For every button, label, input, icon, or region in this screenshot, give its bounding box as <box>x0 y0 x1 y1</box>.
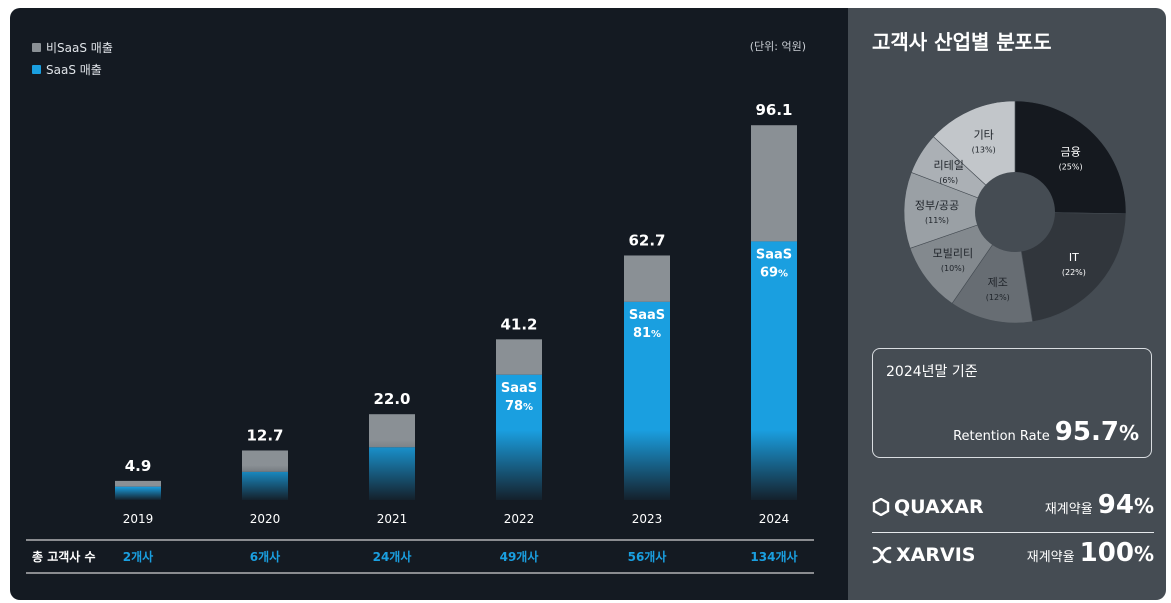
retention-unit: % <box>1118 421 1139 445</box>
customer-count-2021: 24개사 <box>373 549 412 564</box>
revenue-bar-chart: 4.9 2019 12.7 2020 22.0 2021 41.2 2022 SaaS 78% 62… <box>26 101 814 574</box>
bar-fade-2023 <box>624 430 670 500</box>
bar-fade-2020 <box>242 465 288 500</box>
x-tick-label-2023: 2023 <box>632 512 663 526</box>
saas-share-value-2023: 81% <box>633 326 661 341</box>
bar-fade-2019 <box>115 486 161 500</box>
legend-item-non-saas: 비SaaS 매출 <box>32 36 113 58</box>
saas-share-value-2022: 78% <box>505 399 533 414</box>
brand-rate-unit-xarvis: % <box>1133 542 1154 566</box>
x-tick-label-2020: 2020 <box>250 512 281 526</box>
x-tick-label-2022: 2022 <box>504 512 535 526</box>
pie-slice-pct-2: (12%) <box>986 293 1010 302</box>
retention-period: 2024년말 기준 <box>886 364 978 380</box>
brand-rate-label-xarvis: 재계약율 <box>1026 550 1075 565</box>
industry-donut-chart: 금융 (25%) IT (22%) 제조 (12%) 모빌리티 (10%) 정부/공공 (11%)… <box>903 100 1127 324</box>
revenue-chart-panel: 비SaaS 매출 SaaS 매출 (단위: 억원) 4.9 2019 12.7 202… <box>10 8 848 600</box>
legend-label-non-saas: 비SaaS 매출 <box>46 40 113 55</box>
legend-swatch-saas <box>32 64 41 74</box>
unit-note: (단위: 억원) <box>749 40 806 53</box>
retention-line: Retention Rate 95.7% <box>953 417 1139 447</box>
pie-slice-pct-0: (25%) <box>1059 162 1083 171</box>
bar-total-label-2022: 41.2 <box>500 315 537 333</box>
brand-row-quaxar: QUAXAR 재계약율 94% <box>872 490 1154 532</box>
brand-row-xarvis: XARVIS 재계약율 100% <box>872 538 1154 580</box>
bar-non-saas-2019 <box>115 480 161 487</box>
bar-total-label-2020: 12.7 <box>246 426 283 444</box>
x-tick-label-2024: 2024 <box>759 512 790 526</box>
brand-name-xarvis: XARVIS <box>872 544 975 566</box>
brand-divider <box>872 532 1154 533</box>
bar-fade-2024 <box>751 430 797 500</box>
brand-name-quaxar: QUAXAR <box>872 496 984 518</box>
chart-legend: 비SaaS 매출 SaaS 매출 <box>32 36 113 80</box>
bar-total-label-2024: 96.1 <box>755 101 792 119</box>
customers-row-label: 총 고객사 수 <box>32 549 96 564</box>
bar-total-label-2021: 22.0 <box>373 390 410 408</box>
pie-slice-pct-5: (6%) <box>939 176 958 185</box>
pie-slice-label-2: 제조 <box>988 276 1008 289</box>
brand-rate-value-xarvis: 100 <box>1079 538 1134 568</box>
pie-slice-pct-6: (13%) <box>972 146 996 155</box>
saas-share-value-2024: 69% <box>760 265 788 280</box>
xarvis-logo-icon <box>872 546 892 564</box>
brand-label-quaxar: QUAXAR <box>894 496 984 518</box>
pie-slice-label-4: 정부/공공 <box>915 199 959 212</box>
pie-slice-label-3: 모빌리티 <box>933 247 973 260</box>
pie-slice-label-1: IT <box>1069 251 1079 264</box>
brand-rate-unit-quaxar: % <box>1133 494 1154 518</box>
legend-label-saas: SaaS 매출 <box>46 62 102 77</box>
legend-item-saas: SaaS 매출 <box>32 58 113 80</box>
brand-rate-label-quaxar: 재계약율 <box>1044 502 1093 517</box>
saas-share-label-2024: SaaS <box>756 247 792 262</box>
retention-label: Retention Rate <box>953 429 1050 444</box>
saas-share-label-2022: SaaS <box>501 381 537 396</box>
pie-slice-pct-1: (22%) <box>1062 268 1086 277</box>
pie-slice-pct-3: (10%) <box>941 264 965 273</box>
bar-non-saas-2022 <box>496 339 542 375</box>
customer-count-2024: 134개사 <box>750 549 797 564</box>
bar-non-saas-2024 <box>751 125 797 242</box>
quaxar-logo-icon <box>872 498 890 516</box>
retention-value: 95.7 <box>1054 417 1119 447</box>
pie-chart-title: 고객사 산업별 분포도 <box>872 30 1052 54</box>
bar-fade-2022 <box>496 430 542 500</box>
donut-hole <box>975 172 1055 252</box>
pie-slice-pct-4: (11%) <box>925 216 949 225</box>
pie-slice-label-6: 기타 <box>974 129 994 142</box>
saas-share-label-2023: SaaS <box>629 308 665 323</box>
pie-slice-label-0: 금융 <box>1060 145 1080 158</box>
customer-count-2019: 2개사 <box>123 549 153 564</box>
bar-total-label-2023: 62.7 <box>628 231 665 249</box>
customer-count-2022: 49개사 <box>500 549 539 564</box>
brand-rate-xarvis: 재계약율 100% <box>1027 538 1154 568</box>
brand-rate-value-quaxar: 94 <box>1097 490 1134 520</box>
customer-industry-panel: 고객사 산업별 분포도 금융 (25%) IT (22%) 제조 (12%) 모빌리티 (10… <box>848 8 1166 600</box>
pie-slice-4 <box>903 172 1016 249</box>
bar-fade-2021 <box>369 439 415 500</box>
pie-slice-label-5: 리테일 <box>934 158 964 172</box>
brand-label-xarvis: XARVIS <box>896 544 976 566</box>
bar-total-label-2019: 4.9 <box>125 457 152 475</box>
legend-swatch-non-saas <box>32 42 41 52</box>
x-tick-label-2021: 2021 <box>377 512 408 526</box>
customer-count-2020: 6개사 <box>250 549 280 564</box>
bar-non-saas-2023 <box>624 255 670 302</box>
brand-rate-quaxar: 재계약율 94% <box>1045 490 1154 520</box>
customer-count-2023: 56개사 <box>628 549 667 564</box>
retention-box: 2024년말 기준 Retention Rate 95.7% <box>872 348 1152 458</box>
x-tick-label-2019: 2019 <box>123 512 154 526</box>
